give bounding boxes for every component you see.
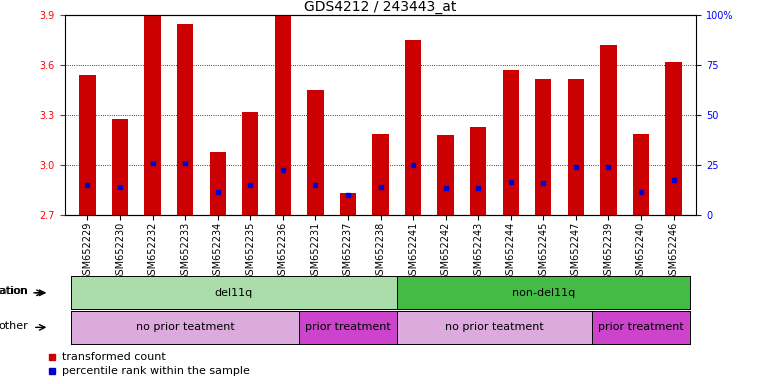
Bar — [177, 24, 193, 215]
Text: genotype/variation: genotype/variation — [0, 286, 27, 296]
Bar — [340, 194, 356, 215]
Bar — [242, 112, 259, 215]
Bar — [665, 62, 682, 215]
Bar — [405, 40, 421, 215]
Text: no prior teatment: no prior teatment — [445, 322, 544, 333]
Bar — [568, 79, 584, 215]
Bar — [79, 75, 96, 215]
Bar — [112, 119, 128, 215]
Bar — [372, 134, 389, 215]
Bar — [633, 134, 649, 215]
Bar — [600, 45, 616, 215]
Text: percentile rank within the sample: percentile rank within the sample — [62, 366, 250, 376]
Text: genotype/variation: genotype/variation — [0, 286, 28, 296]
Bar — [275, 15, 291, 215]
Text: no prior teatment: no prior teatment — [135, 322, 234, 333]
Text: prior treatment: prior treatment — [598, 322, 684, 333]
Text: other: other — [0, 321, 28, 331]
Bar — [502, 70, 519, 215]
Bar — [209, 152, 226, 215]
Bar — [470, 127, 486, 215]
Text: del11q: del11q — [215, 288, 253, 298]
Bar — [307, 90, 323, 215]
Text: non-del11q: non-del11q — [511, 288, 575, 298]
Bar — [438, 135, 454, 215]
Text: transformed count: transformed count — [62, 352, 166, 362]
Text: prior treatment: prior treatment — [305, 322, 391, 333]
Bar — [145, 15, 161, 215]
Title: GDS4212 / 243443_at: GDS4212 / 243443_at — [304, 0, 457, 14]
Bar — [535, 79, 552, 215]
